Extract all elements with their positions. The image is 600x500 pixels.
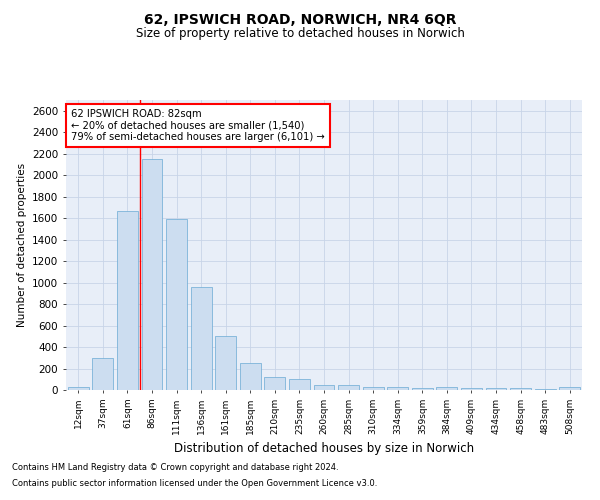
- Bar: [436, 387, 457, 390]
- Text: Size of property relative to detached houses in Norwich: Size of property relative to detached ho…: [136, 28, 464, 40]
- Bar: [166, 218, 187, 390]
- Bar: [387, 387, 408, 390]
- Bar: [289, 380, 310, 390]
- Y-axis label: Number of detached properties: Number of detached properties: [17, 163, 26, 327]
- Bar: [559, 388, 580, 390]
- Bar: [92, 358, 113, 390]
- Text: Contains public sector information licensed under the Open Government Licence v3: Contains public sector information licen…: [12, 478, 377, 488]
- Bar: [117, 210, 138, 390]
- Bar: [412, 388, 433, 390]
- Bar: [362, 387, 383, 390]
- Bar: [191, 287, 212, 390]
- Text: 62 IPSWICH ROAD: 82sqm
← 20% of detached houses are smaller (1,540)
79% of semi-: 62 IPSWICH ROAD: 82sqm ← 20% of detached…: [71, 108, 325, 142]
- Bar: [68, 388, 89, 390]
- Text: 62, IPSWICH ROAD, NORWICH, NR4 6QR: 62, IPSWICH ROAD, NORWICH, NR4 6QR: [144, 12, 456, 26]
- Bar: [142, 159, 163, 390]
- Bar: [215, 336, 236, 390]
- Bar: [338, 384, 359, 390]
- Bar: [485, 388, 506, 390]
- Bar: [314, 384, 334, 390]
- Bar: [265, 376, 286, 390]
- Bar: [240, 364, 261, 390]
- X-axis label: Distribution of detached houses by size in Norwich: Distribution of detached houses by size …: [174, 442, 474, 456]
- Text: Contains HM Land Registry data © Crown copyright and database right 2024.: Contains HM Land Registry data © Crown c…: [12, 464, 338, 472]
- Bar: [461, 388, 482, 390]
- Bar: [510, 388, 531, 390]
